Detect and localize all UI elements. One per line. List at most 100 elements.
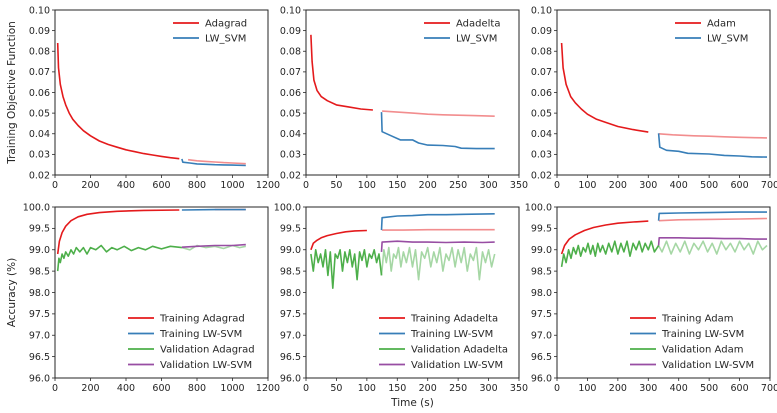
panel-6-legend-label: Training Adam	[661, 314, 734, 325]
panel-5-xtick-label: 250	[449, 383, 467, 394]
panel-3-series-1-line	[560, 42, 649, 133]
panel-2-ytick-label: 0.07	[280, 67, 301, 78]
panel-1-axes-frame	[54, 9, 269, 176]
panel-3-xtick-label: 600	[731, 180, 749, 191]
panel-3-ytick-label: 0.10	[531, 5, 552, 16]
panel-1-xtick-label: 800	[188, 180, 206, 191]
panel-3-legend-label: Adam	[707, 19, 736, 30]
panel-1-xtick-label: 600	[152, 180, 170, 191]
panel-1-xtick-label: 400	[117, 180, 135, 191]
panel-3-ytick-label: 0.03	[531, 150, 552, 161]
panel-5-series-2-line	[380, 213, 495, 231]
panel-5-ytick-label: 96.0	[280, 373, 301, 384]
panel-6-xtick-label: 400	[670, 383, 688, 394]
panel-3-axes-frame	[556, 9, 771, 176]
panel-2-xtick-label: 150	[388, 180, 406, 191]
panel-5-series-group	[310, 213, 496, 289]
panel-2-legend-label: Adadelta	[456, 19, 500, 30]
panel-4-xtick-label: 600	[152, 383, 170, 394]
panel-1-series-1-line	[56, 42, 180, 160]
panel-6-series-3-continued-line	[657, 240, 768, 255]
panel-6-legend: Training Adam Training LW-SVM Validation A…	[630, 314, 754, 371]
panel-4-ytick-label: 97.5	[29, 309, 50, 320]
panel-3-ytick-label: 0.08	[531, 47, 552, 58]
panel-1-series-2-line	[181, 158, 246, 167]
panel-1-series-1-continued-line	[188, 158, 246, 165]
panel-2-series-2-line	[380, 112, 495, 150]
panel-3-ytick-label: 0.05	[531, 108, 552, 119]
panel-5-xtick-label: 350	[510, 383, 528, 394]
panel-2-xtick-label: 50	[330, 180, 342, 191]
panel-6-xtick-label: 500	[700, 383, 718, 394]
panel-6-legend-label: Validation Adam	[662, 345, 743, 356]
panel-1-ytick-label: 0.06	[29, 88, 50, 99]
panel-5-xtick-label: 200	[419, 383, 437, 394]
panel-5-legend-label: Training LW-SVM	[410, 329, 493, 340]
panel-6-xtick-label: 200	[609, 383, 627, 394]
panel-4-ytick-label: 98.0	[29, 288, 50, 299]
panel-4-ytick-label: 100.0	[23, 202, 50, 213]
panel-6-legend-label: Training LW-SVM	[661, 329, 744, 340]
panel-1-ytick-label: 0.09	[29, 26, 50, 37]
panel-6-ytick-label: 98.0	[531, 288, 552, 299]
panel-3-xtick-label: 500	[700, 180, 718, 191]
panel-6-ytick-label: 98.5	[531, 266, 552, 277]
panel-6-xtick-label: 100	[578, 383, 596, 394]
panel-4-xtick-label: 0	[52, 383, 58, 394]
panel-1-xtick-label: 1200	[256, 180, 280, 191]
panel-6-series-1-line	[560, 220, 649, 255]
panel-5-xtick-label: 0	[303, 383, 309, 394]
panel-1-series-group	[56, 42, 246, 167]
panel-5-xlabel: Time (s)	[390, 397, 434, 409]
panel-5-legend-label: Training Adadelta	[410, 314, 498, 325]
panel-3: 0 100 200 300 400 500 600 700 0.02 0.03 0.04 0.05 0.…	[531, 5, 777, 191]
panel-1-ytick-label: 0.08	[29, 47, 50, 58]
panel-6-ytick-label: 96.0	[531, 373, 552, 384]
panel-5-series-1-line	[310, 229, 367, 251]
panel-4-xtick-label: 1000	[220, 383, 244, 394]
panel-5-xtick-label: 50	[330, 383, 342, 394]
panel-3-xtick-label: 200	[609, 180, 627, 191]
panel-3-xtick-label: 0	[554, 180, 560, 191]
panel-3-ytick-label: 0.06	[531, 88, 552, 99]
panel-6-xtick-label: 600	[731, 383, 749, 394]
panel-6-ytick-label: 99.5	[531, 224, 552, 235]
panel-6-xtick-label: 700	[761, 383, 777, 394]
panel-2-series-1-continued-line	[382, 110, 495, 117]
panel-1-ytick-label: 0.07	[29, 67, 50, 78]
panel-5-ytick-label: 97.0	[280, 331, 301, 342]
panel-5-ytick-label: 99.0	[280, 245, 301, 256]
panel-5-ytick-label: 98.0	[280, 288, 301, 299]
panel-2-xtick-label: 100	[358, 180, 376, 191]
panel-6-axes-frame	[556, 206, 771, 379]
panel-4-series-3-line	[56, 244, 182, 272]
panel-2-xtick-label: 0	[303, 180, 309, 191]
panel-6-ytick-label: 99.0	[531, 245, 552, 256]
panel-4-xtick-label: 1200	[256, 383, 280, 394]
panel-4-legend-label: Validation Adagrad	[160, 345, 255, 356]
panel-2-series-group	[310, 34, 495, 150]
panel-4-ytick-label: 99.0	[29, 245, 50, 256]
panel-6-xtick-label: 300	[639, 383, 657, 394]
panel-5-axes-frame	[305, 206, 520, 379]
panel-5-legend-label: Validation LW-SVM	[411, 360, 503, 371]
panel-6-ytick-label: 96.5	[531, 352, 552, 363]
panel-6-ytick-label: 97.5	[531, 309, 552, 320]
panel-2-ytick-label: 0.03	[280, 150, 301, 161]
panel-4-series-1-line	[56, 209, 180, 255]
panel-4-ytick-label: 96.5	[29, 352, 50, 363]
panel-4-legend-label: Training LW-SVM	[159, 329, 242, 340]
panel-2-ytick-label: 0.06	[280, 88, 301, 99]
panel-3-xtick-label: 100	[578, 180, 596, 191]
panel-6-series-3-line	[560, 240, 660, 268]
panel-1-xtick-label: 0	[52, 180, 58, 191]
panel-1-ytick-label: 0.05	[29, 108, 50, 119]
panel-1-ytick-label: 0.10	[29, 5, 50, 16]
panel-4-series-group	[56, 208, 246, 272]
panel-2-ytick-label: 0.05	[280, 108, 301, 119]
panel-3-xtick-label: 700	[761, 180, 777, 191]
panel-2-series-1-line	[310, 34, 373, 111]
panel-5-ytick-label: 97.5	[280, 309, 301, 320]
panel-3-ytick-label: 0.02	[531, 170, 552, 181]
